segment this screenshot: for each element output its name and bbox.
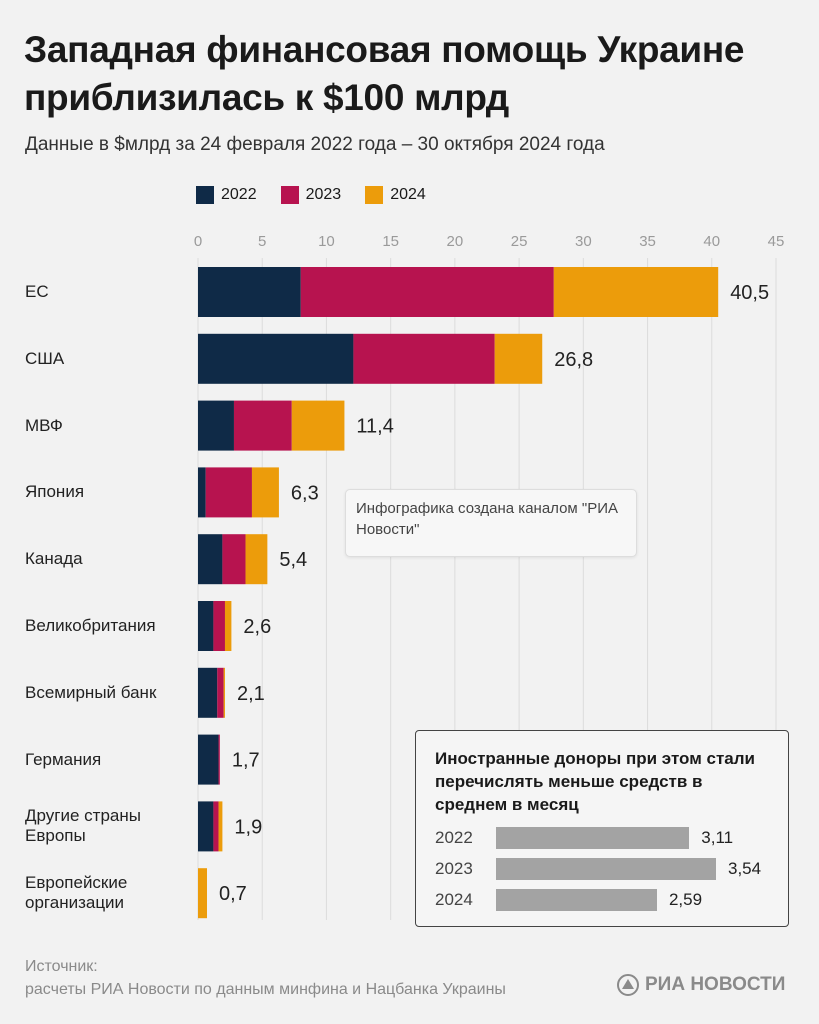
bar-2022: [198, 267, 301, 317]
logo-text: РИА НОВОСТИ: [645, 974, 786, 995]
legend-item-2022: 2022: [196, 186, 257, 204]
x-tick-label: 5: [258, 233, 266, 250]
bar-2022: [198, 734, 219, 785]
bar-2024: [494, 333, 543, 384]
legend-label: 2024: [390, 186, 426, 203]
category-label: Всемирный банк: [25, 682, 157, 702]
category-label: Великобритания: [25, 616, 156, 635]
total-label: 6,3: [291, 482, 319, 504]
bar-2023: [353, 333, 495, 384]
total-label: 2,6: [243, 616, 271, 638]
category-label: Япония: [25, 482, 85, 502]
bar-2022: [198, 467, 206, 518]
bar-2023: [213, 801, 219, 852]
x-tick-label: 10: [318, 233, 335, 250]
total-label: 40,5: [730, 282, 769, 304]
x-tick-label: 35: [639, 233, 656, 250]
x-tick-label: 40: [703, 233, 720, 250]
source-text: расчеты РИА Новости по данным минфина и …: [25, 981, 506, 998]
bar-2024: [218, 801, 223, 852]
bar-chart: 0 5 10 15 20 25 30 35 40 45 40,5 26,8 11,4 6,3 5,4 2,6 2…: [194, 233, 785, 920]
bar-2022: [198, 534, 223, 585]
legend-item-2024: 2024: [365, 186, 426, 204]
bar-2023: [233, 400, 292, 451]
inset-value: 3,54: [728, 859, 762, 878]
inset-value: 3,11: [701, 828, 734, 847]
bar-2024: [553, 267, 719, 317]
legend-swatch: [365, 186, 384, 204]
x-tick-label: 30: [575, 233, 592, 250]
bar-2023: [218, 734, 220, 785]
bar-2023: [300, 267, 554, 317]
x-tick-label: 20: [447, 233, 464, 250]
inset-value: 2,59: [668, 890, 703, 909]
ria-logo: РИА НОВОСТИ: [617, 974, 785, 996]
category-label: Германия: [25, 749, 102, 769]
subtitle: Данные в $млрд за 24 февраля 2022 года –…: [25, 134, 605, 155]
total-label: 1,7: [232, 750, 260, 772]
inset-bar: [496, 827, 690, 849]
legend-label: 2022: [221, 186, 257, 203]
inset-bar: [496, 889, 657, 911]
bar-2022: [198, 400, 234, 451]
credit-note: Инфографика создана каналом "РИА Новости…: [345, 489, 637, 557]
bar-2023: [213, 601, 225, 651]
inset-bar: [496, 858, 716, 880]
bar-2024: [291, 400, 345, 451]
total-label: 2,1: [237, 683, 265, 705]
page-title: Западная финансовая помощь Украине прибл…: [24, 29, 745, 118]
bar-2022: [198, 333, 354, 384]
x-tick-label: 25: [511, 233, 528, 250]
bar-2022: [198, 601, 214, 651]
inset-title: Иностранные доноры при этом стали перечи…: [435, 749, 755, 814]
total-label: 26,8: [554, 349, 593, 371]
category-label: Канада: [25, 549, 83, 569]
category-label: Другие страны Европы: [25, 806, 141, 846]
legend-label: 2023: [305, 186, 342, 203]
source: Источник: расчеты РИА Новости по данным …: [25, 955, 506, 1001]
bar-2022: [198, 667, 218, 718]
legend: 2022 2023 2024: [196, 186, 426, 204]
total-label: 5,4: [279, 549, 307, 571]
x-tick-label: 0: [194, 233, 202, 250]
total-label: 0,7: [219, 883, 247, 905]
x-tick-label: 15: [382, 233, 399, 250]
legend-swatch: [196, 186, 214, 204]
bar-2024: [224, 601, 232, 651]
bar-2024: [251, 467, 279, 518]
x-tick-label: 45: [768, 233, 785, 250]
legend-swatch: [280, 186, 299, 204]
bar-2023: [222, 534, 246, 585]
inset-year: 2022: [435, 828, 473, 847]
inset-year: 2023: [435, 859, 473, 878]
category-label: США: [25, 348, 65, 368]
bar-2022: [198, 801, 214, 852]
source-label: Источник:: [25, 958, 98, 975]
category-label: Европейские организации: [25, 873, 128, 913]
category-label: МВФ: [25, 415, 63, 435]
inset-year: 2024: [435, 890, 473, 909]
bar-2023: [205, 467, 252, 518]
legend-item-2023: 2023: [280, 186, 342, 204]
monthly-inset: Иностранные доноры при этом стали перечи…: [415, 730, 789, 927]
ria-logo-icon: [617, 974, 639, 996]
total-label: 11,4: [356, 416, 393, 438]
category-label: ЕС: [25, 282, 49, 301]
bar-2024: [198, 868, 207, 919]
bar-2023: [217, 667, 224, 718]
total-label: 1,9: [234, 816, 262, 838]
bar-2024: [223, 667, 225, 718]
bar-2024: [245, 534, 268, 585]
